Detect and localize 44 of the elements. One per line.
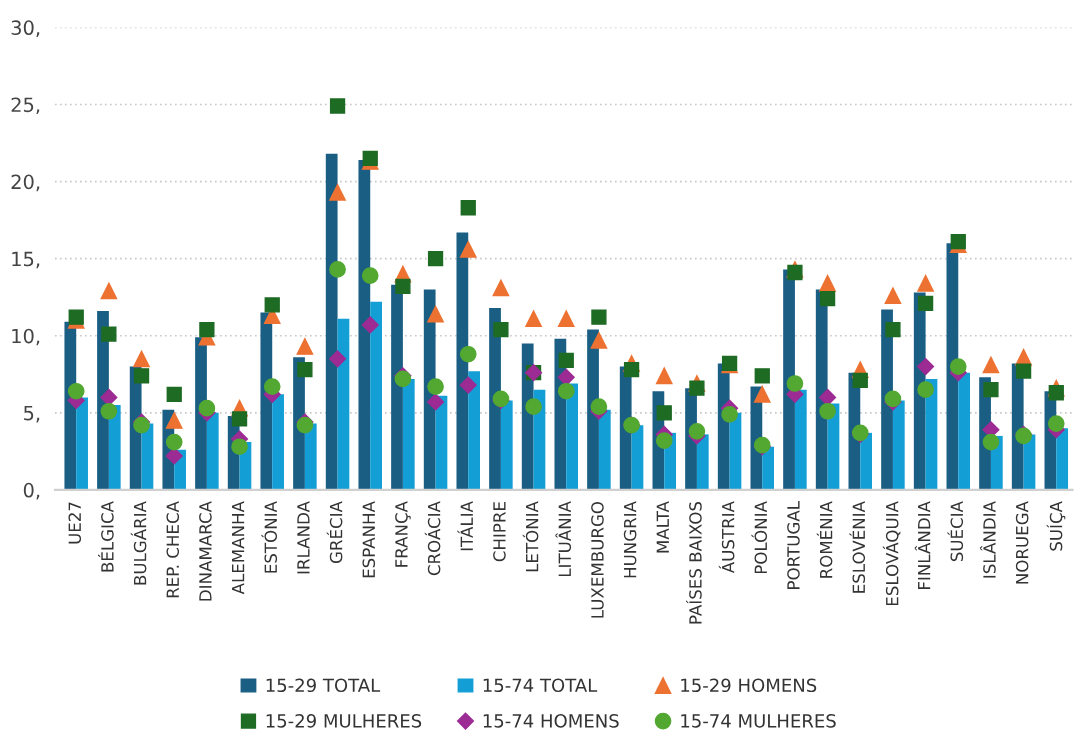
x-tick-label: GRÉCIA xyxy=(326,501,343,564)
y-tick-label: 30, xyxy=(11,20,40,38)
x-tick-label: ESLOVÁQUIA xyxy=(882,501,901,606)
x-tick-label: BÉLGICA xyxy=(98,501,114,572)
y-tick-label: 20, xyxy=(11,174,40,192)
x-tick-label: HUNGRIA xyxy=(623,501,637,578)
legend-label: 15-74 TOTAL xyxy=(483,678,598,693)
x-tick-label: MALTA xyxy=(656,501,669,553)
x-tick-label: ESLOVÉNIA xyxy=(849,501,866,593)
y-tick-label: 5, xyxy=(24,406,40,423)
legend-label: 15-29 TOTAL xyxy=(266,678,381,693)
x-tick-label: ALEMANHA xyxy=(232,501,245,595)
x-tick-label: LUXEMBURGO xyxy=(591,501,604,618)
legend-label: 15-29 MULHERES xyxy=(266,713,422,728)
x-tick-label: UE27 xyxy=(68,502,82,544)
x-tick-label: CROÁCIA xyxy=(424,501,441,576)
y-tick-label: 15, xyxy=(12,251,40,269)
x-tick-label: PAÍSES BAIXOS xyxy=(686,501,702,624)
x-tick-label: DINAMARCA xyxy=(199,501,212,601)
y-tick-label: 25, xyxy=(11,97,40,115)
x-tick-label: SUÍÇA xyxy=(1046,501,1066,551)
legend-label: 15-29 HOMENS xyxy=(681,678,817,693)
x-tick-label: LETÓNIA xyxy=(522,501,539,572)
x-tick-label: LITUÂNIA xyxy=(555,501,572,577)
y-tick-label: 10, xyxy=(12,328,40,346)
y-tick-label: 0, xyxy=(23,482,40,500)
x-tick-label: ÁUSTRIA xyxy=(718,501,735,574)
x-tick-label: BULGÁRIA xyxy=(130,501,147,585)
x-tick-label: SUÉCIA xyxy=(947,501,964,562)
x-tick-label: CHIPRE xyxy=(493,502,506,562)
x-tick-label: POLÓNIA xyxy=(751,501,768,574)
x-tick-label: ITÁLIA xyxy=(457,501,473,551)
legend-label: 15-74 HOMENS xyxy=(483,713,619,728)
x-tick-label: FINLÂNDIA xyxy=(914,501,931,590)
legend-label: 15-74 MULHERES xyxy=(681,713,836,728)
x-tick-label: ESTÓNIA xyxy=(261,501,278,573)
x-tick-label: ESPANHA xyxy=(362,501,376,578)
x-tick-label: FRANÇA xyxy=(395,501,411,567)
x-tick-label: ROMÉNIA xyxy=(816,501,833,578)
x-tick-label: IRLANDA xyxy=(297,501,310,574)
x-tick-label: ISLÂNDIA xyxy=(980,501,996,578)
x-tick-label: PORTUGAL xyxy=(787,501,800,589)
x-tick-label: REP. CHECA xyxy=(166,501,180,598)
x-tick-label: NORUEGA xyxy=(1015,501,1029,584)
